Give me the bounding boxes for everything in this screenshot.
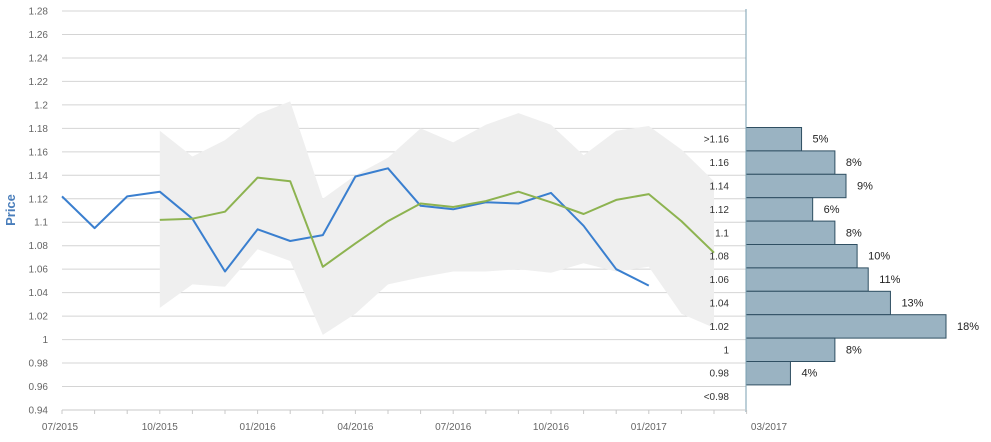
y-tick-label: 1.28: [29, 7, 49, 18]
x-tick-label: 10/2015: [142, 422, 179, 433]
y-tick-label: 1.02: [29, 312, 49, 323]
distribution-bin-label: 0.98: [710, 369, 730, 380]
distribution-pct-label: 4%: [801, 368, 817, 380]
distribution-bar: [745, 267, 869, 292]
distribution-bin-label: 1.08: [710, 252, 730, 263]
distribution-bin-label: <0.98: [704, 392, 730, 403]
y-tick-label: 0.94: [29, 406, 49, 417]
distribution-bar: [745, 244, 858, 269]
forecast-band: [159, 101, 715, 335]
x-tick-label: 01/2017: [631, 422, 668, 433]
y-tick-label: 1.18: [29, 124, 49, 135]
distribution-bar: [745, 127, 803, 152]
distribution-bar: [745, 197, 814, 222]
distribution-bar: [745, 173, 847, 199]
y-tick-label: 1.06: [29, 265, 49, 276]
y-tick-label: 1.08: [29, 241, 49, 252]
distribution-pct-label: 18%: [957, 321, 979, 333]
series-lines: [61, 167, 715, 287]
x-tick-label: 01/2016: [240, 422, 277, 433]
y-tick-label: 1: [42, 335, 48, 346]
y-tick-label: 1.04: [29, 288, 49, 299]
y-tick-label: 0.96: [29, 382, 49, 393]
distribution-bin-label: 1.02: [710, 322, 730, 333]
distribution-bin-label: 1.04: [710, 299, 730, 310]
x-tick-label: 03/2017: [751, 422, 788, 433]
distribution-pct-label: 8%: [846, 344, 862, 356]
y-tick-label: 1.26: [29, 30, 49, 41]
distribution-bar: [745, 150, 836, 175]
distribution-bin-label: 1.12: [710, 205, 730, 216]
series-line-actual: [61, 167, 650, 287]
distribution-bar: [745, 220, 836, 246]
x-tick-label: 10/2016: [533, 422, 570, 433]
distribution-bin-label: 1.06: [710, 275, 730, 286]
y-tick-label: 1.1: [34, 218, 48, 229]
y-tick-label: 1.12: [29, 194, 49, 205]
distribution-bin-label: 1.16: [710, 158, 730, 169]
distribution-bar: [745, 361, 791, 386]
distribution-pct-label: 8%: [846, 157, 862, 169]
x-tick-label: 04/2016: [337, 422, 374, 433]
distribution-bin-label: 1.14: [710, 182, 730, 193]
distribution-pct-label: 10%: [868, 251, 890, 263]
distribution-pct-label: 13%: [901, 298, 923, 310]
x-tick-label: 07/2015: [42, 422, 79, 433]
y-tick-label: 1.16: [29, 147, 49, 158]
y-axis-label: Price: [3, 194, 18, 226]
distribution-bin-label: 1.1: [715, 228, 729, 239]
y-tick-label: 1.2: [34, 100, 48, 111]
y-tick-label: 1.14: [29, 171, 49, 182]
series-line-forecast: [159, 176, 715, 268]
distribution-bar: [745, 314, 947, 339]
axes: 1.28 1.26 1.24 1.22 1.2 1.18 1.16 1.14 1.12 1.1 1.…: [29, 7, 788, 434]
distribution-pct-label: 11%: [879, 274, 900, 286]
y-tick-label: 0.98: [29, 359, 49, 370]
distribution-pct-label: 8%: [846, 227, 862, 239]
y-tick-label: 1.24: [29, 53, 49, 64]
distribution-pct-label: 9%: [857, 181, 873, 193]
distribution-pct-label: 6%: [824, 204, 840, 216]
distribution-histogram: >1.16 5% 1.16 8% 1.14 9% 1.12 6% 1.1 8% 1.08 10% 1.0…: [704, 127, 979, 403]
distribution-bin-label: 1: [723, 345, 729, 356]
distribution-bar: [745, 290, 891, 316]
distribution-bin-label: >1.16: [704, 135, 730, 146]
distribution-pct-label: 5%: [813, 134, 829, 146]
y-tick-label: 1.22: [29, 77, 49, 88]
x-tick-label: 07/2016: [435, 422, 472, 433]
forecast-band-area: [159, 101, 715, 335]
distribution-bar: [745, 337, 836, 363]
